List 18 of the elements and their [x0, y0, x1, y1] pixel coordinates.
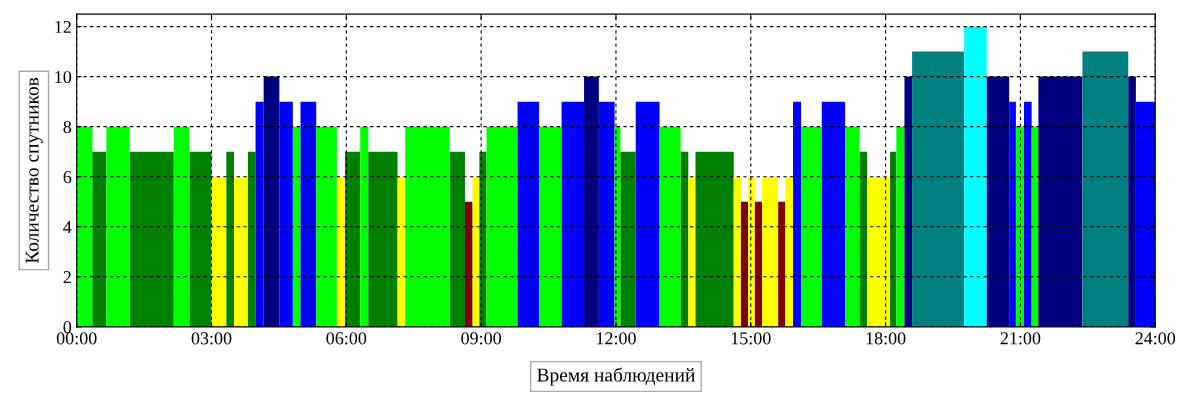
x-tick-label: 03:00: [191, 332, 232, 345]
y-tick-label: 6: [63, 171, 72, 184]
y-axis-title: Количество спутников: [25, 77, 43, 264]
x-tick-label: 12:00: [596, 332, 636, 345]
y-tick-label: 2: [63, 271, 71, 284]
x-tick-label: 06:00: [326, 332, 367, 345]
y-tick-label: 10: [55, 70, 72, 84]
x-tick-label: 24:00: [1135, 332, 1176, 345]
y-tick-label: 12: [55, 20, 71, 33]
x-axis-title: Время наблюдений: [537, 367, 695, 386]
x-tick-label: 15:00: [731, 332, 771, 345]
y-tick-label: 4: [63, 221, 72, 234]
x-tick-label: 09:00: [461, 332, 502, 345]
x-tick-label: 00:00: [56, 332, 97, 345]
x-tick-label: 21:00: [1000, 332, 1041, 345]
y-tick-label: 0: [63, 321, 72, 334]
x-tick-label: 18:00: [866, 332, 906, 345]
y-tick-label: 8: [63, 120, 72, 134]
